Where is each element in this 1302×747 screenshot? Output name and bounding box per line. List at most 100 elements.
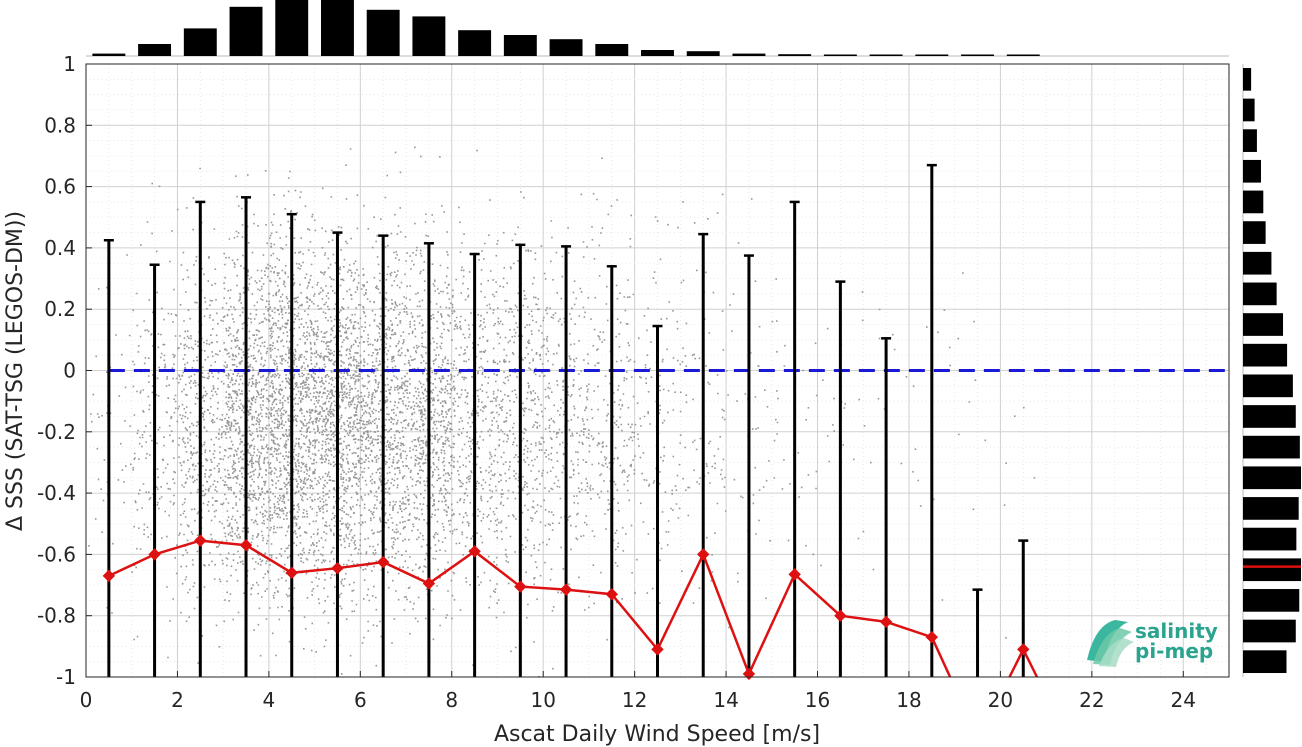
error-bar <box>515 243 526 677</box>
y-tick-label: 0.8 <box>44 113 76 137</box>
logo-line1: salinity <box>1135 619 1218 643</box>
error-bar <box>698 232 709 677</box>
y-tick-label: -0.6 <box>37 542 76 566</box>
mean-point-marker <box>925 630 939 644</box>
top-hist-bar <box>412 16 446 56</box>
mean-point-marker <box>697 548 710 561</box>
error-bar <box>972 588 983 677</box>
error-bar <box>789 200 800 677</box>
side-hist-bar <box>1243 313 1284 336</box>
mean-point-marker <box>376 555 390 569</box>
x-tick-label: 12 <box>622 688 647 712</box>
y-tick-label: 0 <box>63 359 76 383</box>
y-tick-label: 0.4 <box>44 236 76 260</box>
x-tick-label: 0 <box>80 688 93 712</box>
y-tick-label: 1 <box>63 52 76 76</box>
top-hist-bar <box>823 54 857 56</box>
side-hist-bar <box>1243 466 1301 490</box>
mean-series <box>102 534 1039 681</box>
y-axis: -1 -0.8 -0.6 -0.4 -0.2 0 0.2 0.4 0.6 0.8 1 <box>37 52 92 689</box>
top-hist-bar <box>458 30 492 56</box>
mean-point-marker <box>468 545 481 558</box>
error-bar <box>286 212 297 677</box>
side-hist-bar <box>1243 251 1272 275</box>
y-tick-label: -0.8 <box>37 604 76 628</box>
top-hist-bar <box>641 50 674 56</box>
mean-point-marker <box>194 534 207 547</box>
side-hist-bar <box>1243 159 1261 183</box>
x-tick-label: 20 <box>988 688 1013 712</box>
y-axis-title: Δ SSS (SAT-TSG (LEGOS-DM)) <box>3 211 28 531</box>
side-histogram <box>1242 64 1301 677</box>
mean-point-marker <box>102 569 116 583</box>
mean-series-segment <box>1008 648 1025 678</box>
x-tick-label: 10 <box>530 688 555 712</box>
mean-point-marker <box>331 561 344 575</box>
error-bar <box>241 196 252 677</box>
top-hist-bar <box>92 53 126 56</box>
mean-point-marker <box>834 609 847 622</box>
error-bar <box>332 231 343 677</box>
side-hist-bar <box>1243 98 1255 122</box>
mean-point-marker <box>651 643 664 656</box>
side-hist-bar <box>1243 650 1287 674</box>
x-tick-label: 2 <box>171 688 184 712</box>
x-tick-label: 22 <box>1079 688 1104 712</box>
error-bar <box>743 254 754 677</box>
y-tick-label: 0.6 <box>44 175 76 199</box>
side-hist-bar <box>1243 67 1252 91</box>
mean-point-marker <box>285 566 298 579</box>
x-tick-label: 16 <box>805 688 830 712</box>
top-histogram <box>86 0 1229 57</box>
mean-point-marker <box>788 568 801 581</box>
y-tick-label: -0.2 <box>37 420 76 444</box>
error-bar <box>378 234 389 677</box>
error-bar <box>149 263 160 677</box>
top-hist-bar <box>503 35 537 56</box>
mean-point-marker <box>1017 643 1030 656</box>
top-hist-bar <box>138 44 172 56</box>
top-hist-bar <box>183 28 217 56</box>
mean-point-marker <box>422 577 436 590</box>
mean-series-segment <box>1022 648 1039 678</box>
salinity-logo: salinity pi-mep <box>1087 619 1218 667</box>
top-hist-bar <box>778 54 812 56</box>
top-hist-bar <box>732 53 766 56</box>
side-hist-bar <box>1243 558 1301 582</box>
mean-point-marker <box>559 583 573 596</box>
error-bar <box>561 245 572 677</box>
error-bar <box>195 200 206 677</box>
top-hist-bar <box>915 54 949 56</box>
top-hist-bar <box>1006 54 1040 56</box>
logo-line2: pi-mep <box>1135 639 1213 663</box>
top-hist-bar <box>275 0 309 56</box>
x-tick-label: 24 <box>1171 688 1196 712</box>
top-hist-bar <box>366 9 400 57</box>
logo-wave-icon <box>1087 620 1134 667</box>
mean-point-marker <box>148 548 161 561</box>
top-hist-bar <box>595 44 629 56</box>
side-hist-bar <box>1243 405 1296 428</box>
mean-point-marker <box>879 615 893 629</box>
error-bar <box>469 252 480 677</box>
side-hist-bar <box>1243 619 1296 643</box>
y-tick-label: 0.2 <box>44 297 76 321</box>
error-bar <box>606 265 617 677</box>
side-hist-bar <box>1243 374 1293 398</box>
x-tick-label: 14 <box>713 688 738 712</box>
top-hist-bar <box>229 6 263 57</box>
error-bar <box>926 163 937 677</box>
side-hist-bar <box>1243 435 1300 459</box>
mean-series-segment <box>930 636 952 678</box>
side-hist-bar <box>1243 221 1266 244</box>
x-tick-label: 6 <box>354 688 367 712</box>
x-tick-label: 4 <box>263 688 276 712</box>
side-hist-bar <box>1243 343 1288 367</box>
side-hist-bar <box>1243 527 1297 551</box>
x-axis: 0 2 4 6 8 10 12 14 16 18 20 22 24 <box>80 671 1196 712</box>
top-hist-bar <box>549 39 583 56</box>
mean-point-marker <box>239 538 253 552</box>
side-hist-bar <box>1243 190 1264 214</box>
x-tick-label: 18 <box>896 688 921 712</box>
